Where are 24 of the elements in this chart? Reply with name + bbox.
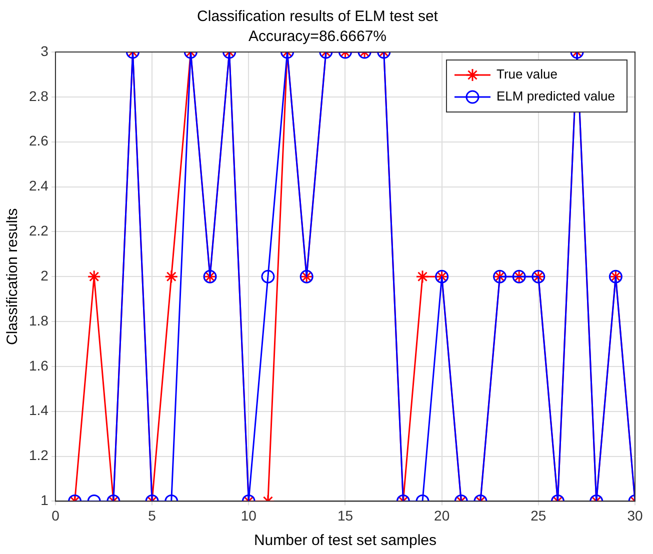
x-tick-label: 0 xyxy=(52,507,60,524)
y-tick-label: 2 xyxy=(40,267,49,284)
y-tick-label: 3 xyxy=(40,42,49,59)
legend-label: True value xyxy=(496,66,558,82)
legend-label: ELM predicted value xyxy=(496,88,616,104)
y-tick-label: 1 xyxy=(40,492,49,508)
y-tick-label: 1.2 xyxy=(28,447,49,464)
x-tick-label: 30 xyxy=(627,507,643,524)
y-tick-label: 2.2 xyxy=(28,222,49,239)
y-tick-label: 2.6 xyxy=(28,132,49,149)
chart-subtitle: Accuracy=86.6667% xyxy=(248,28,387,46)
y-tick-label: 2.8 xyxy=(28,88,49,104)
y-axis-title: Classification results xyxy=(4,208,22,345)
x-axis-title: Number of test set samples xyxy=(254,532,437,550)
y-tick-label: 1.8 xyxy=(28,312,49,328)
x-tick-label: 15 xyxy=(337,507,354,524)
y-tick-label: 2.4 xyxy=(28,178,49,194)
x-tick-label: 5 xyxy=(148,507,156,524)
y-tick-label: 1.4 xyxy=(28,402,49,418)
y-tick-label: 1.6 xyxy=(28,357,49,374)
chart-title: Classification results of ELM test set xyxy=(197,8,439,26)
x-tick-label: 10 xyxy=(240,507,257,524)
x-tick-label: 20 xyxy=(434,507,450,524)
x-tick-label: 25 xyxy=(530,507,546,524)
